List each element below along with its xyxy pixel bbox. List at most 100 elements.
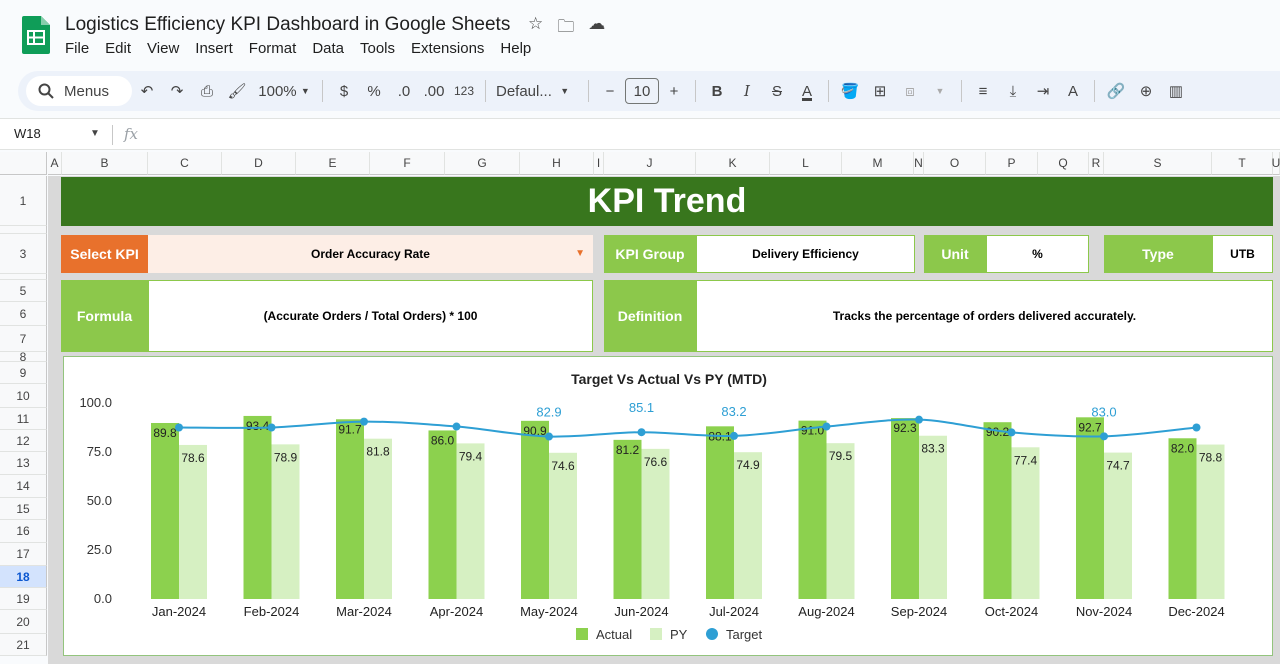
row-header-16[interactable]: 16 xyxy=(0,520,47,543)
menu-help[interactable]: Help xyxy=(500,40,532,57)
column-header-g[interactable]: G xyxy=(445,152,520,175)
column-header-d[interactable]: D xyxy=(222,152,296,175)
text-color-button[interactable]: A xyxy=(801,82,812,100)
column-header-u[interactable]: U xyxy=(1272,152,1280,175)
menu-edit[interactable]: Edit xyxy=(105,40,132,57)
row-header-20[interactable]: 20 xyxy=(0,610,47,634)
menus-search-button[interactable]: Menus xyxy=(26,76,132,106)
print-icon[interactable]: ⎙ xyxy=(200,82,213,100)
row-header-8[interactable]: 8 xyxy=(0,350,47,364)
text-wrap-icon[interactable]: ⇥ xyxy=(1036,83,1050,100)
currency-format-button[interactable]: $ xyxy=(339,82,349,100)
column-header-o[interactable]: O xyxy=(924,152,986,175)
menu-file[interactable]: File xyxy=(65,40,90,57)
column-header-f[interactable]: F xyxy=(370,152,445,175)
actual-data-label: 81.2 xyxy=(616,443,640,457)
menu-tools[interactable]: Tools xyxy=(360,40,396,57)
menu-data[interactable]: Data xyxy=(312,40,344,57)
column-header-h[interactable]: H xyxy=(520,152,594,175)
horizontal-align-icon[interactable]: ≡ xyxy=(978,82,988,100)
cloud-status-icon[interactable]: ☁ xyxy=(588,14,606,33)
star-icon[interactable]: ☆ xyxy=(528,14,544,33)
row-header-17[interactable]: 17 xyxy=(0,543,47,566)
row-header-11[interactable]: 11 xyxy=(0,408,47,430)
row-header-7[interactable]: 7 xyxy=(0,326,47,352)
zoom-select[interactable]: 100% ▼ xyxy=(256,77,312,105)
menu-view[interactable]: View xyxy=(147,40,180,57)
name-box[interactable]: W18 xyxy=(14,126,41,141)
row-header-2[interactable] xyxy=(0,226,47,234)
row-header-13[interactable]: 13 xyxy=(0,452,47,475)
column-header-p[interactable]: P xyxy=(986,152,1038,175)
column-header-n[interactable]: N xyxy=(914,152,924,175)
column-header-m[interactable]: M xyxy=(842,152,914,175)
row-header-5[interactable]: 5 xyxy=(0,280,47,302)
row-header-12[interactable]: 12 xyxy=(0,430,47,452)
column-header-r[interactable]: R xyxy=(1089,152,1104,175)
select-kpi-dropdown[interactable]: Order Accuracy Rate ▼ xyxy=(148,235,593,273)
x-tick-label: Oct-2024 xyxy=(985,604,1038,619)
italic-button[interactable]: I xyxy=(744,82,750,100)
percent-format-button[interactable]: % xyxy=(367,82,381,100)
py-data-label: 78.9 xyxy=(274,450,298,464)
row-header-6[interactable]: 6 xyxy=(0,302,47,326)
paint-format-icon[interactable]: 🖌 xyxy=(227,83,247,100)
row-header-14[interactable]: 14 xyxy=(0,475,47,498)
row-header-3[interactable]: 3 xyxy=(0,234,47,274)
row-header-19[interactable]: 19 xyxy=(0,588,47,610)
text-rotation-icon[interactable]: A xyxy=(1067,82,1078,100)
actual-data-label: 89.8 xyxy=(153,426,177,440)
column-header-l[interactable]: L xyxy=(770,152,842,175)
row-header-9[interactable]: 9 xyxy=(0,362,47,384)
column-header-i[interactable]: I xyxy=(594,152,604,175)
increase-decimal-button[interactable]: .00 xyxy=(423,82,445,100)
row-header-15[interactable]: 15 xyxy=(0,498,47,520)
insert-chart-icon[interactable]: ▥ xyxy=(1168,83,1184,100)
row-header-21[interactable]: 21 xyxy=(0,634,47,656)
merge-cells-icon[interactable]: ⧈ xyxy=(905,82,915,100)
column-header-q[interactable]: Q xyxy=(1038,152,1089,175)
decrease-decimal-button[interactable]: .0 xyxy=(397,82,411,100)
increase-font-size-icon[interactable]: + xyxy=(669,82,679,100)
row-header-10[interactable]: 10 xyxy=(0,384,47,408)
document-title[interactable]: Logistics Efficiency KPI Dashboard in Go… xyxy=(65,14,511,35)
column-header-s[interactable]: S xyxy=(1104,152,1212,175)
column-header-e[interactable]: E xyxy=(296,152,370,175)
font-select[interactable]: Defaul... ▼ xyxy=(496,77,578,105)
target-data-label: 82.9 xyxy=(536,405,561,420)
redo-icon[interactable]: ↷ xyxy=(170,83,184,100)
row-header-18[interactable]: 18 xyxy=(0,566,47,588)
insert-comment-icon[interactable]: ⊕ xyxy=(1139,83,1153,100)
column-header-b[interactable]: B xyxy=(62,152,148,175)
column-header-a[interactable]: A xyxy=(48,152,62,175)
chevron-down-icon[interactable]: ▼ xyxy=(935,86,945,96)
strikethrough-icon[interactable]: S xyxy=(771,82,782,100)
font-size-input[interactable]: 10 xyxy=(625,78,659,104)
row-header-1[interactable]: 1 xyxy=(0,176,47,226)
vertical-align-icon[interactable]: ⤓ xyxy=(1009,82,1017,100)
insert-link-icon[interactable]: 🔗 xyxy=(1106,83,1126,100)
menu-insert[interactable]: Insert xyxy=(195,40,233,57)
borders-icon[interactable]: ⊞ xyxy=(873,83,887,100)
x-tick-label: Aug-2024 xyxy=(798,604,854,619)
move-folder-icon[interactable]: 🗀 xyxy=(557,17,575,36)
fill-color-icon[interactable]: 🪣 xyxy=(840,83,860,100)
row-header-4[interactable] xyxy=(0,274,47,280)
select-all-corner[interactable] xyxy=(0,152,47,175)
column-header-c[interactable]: C xyxy=(148,152,222,175)
column-header-t[interactable]: T xyxy=(1212,152,1273,175)
menu-extensions[interactable]: Extensions xyxy=(411,40,485,57)
menu-format[interactable]: Format xyxy=(248,40,297,57)
column-header-j[interactable]: J xyxy=(604,152,696,175)
bold-button[interactable]: B xyxy=(711,82,723,100)
x-tick-label: Mar-2024 xyxy=(336,604,392,619)
undo-icon[interactable]: ↶ xyxy=(140,83,154,100)
chevron-down-icon[interactable]: ▼ xyxy=(90,128,100,139)
dropdown-arrow-icon[interactable]: ▼ xyxy=(575,248,585,259)
decrease-font-size-icon[interactable]: − xyxy=(605,82,615,100)
column-header-k[interactable]: K xyxy=(696,152,770,175)
target-point xyxy=(360,417,368,426)
number-format-button[interactable]: 123 xyxy=(453,84,475,98)
kpi-trend-chart[interactable]: Target Vs Actual Vs PY (MTD) 100.0 75.0 50… xyxy=(63,356,1273,656)
sheets-logo-icon[interactable] xyxy=(22,16,50,54)
